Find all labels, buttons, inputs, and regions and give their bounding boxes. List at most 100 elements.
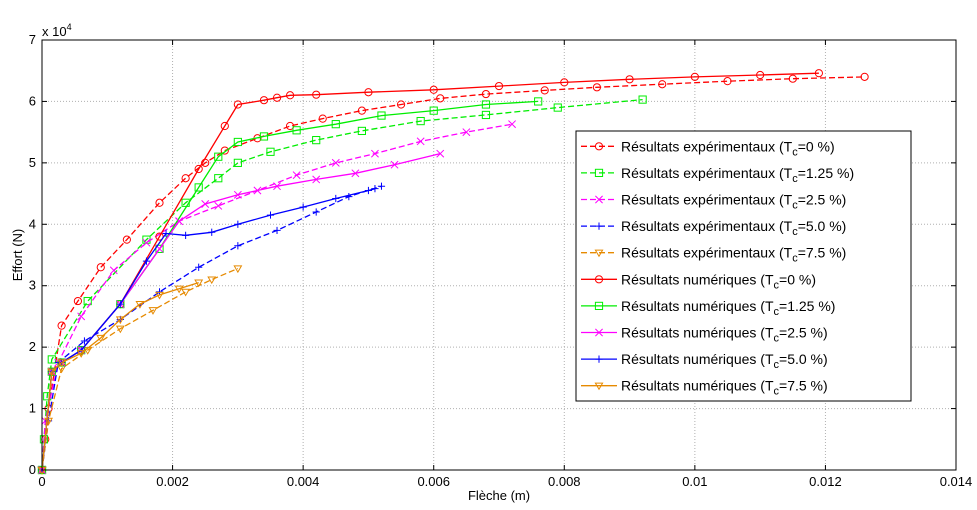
series-layer — [37, 69, 869, 475]
legend-label: Résultats expérimentaux (Tc=1.25 %) — [621, 165, 854, 185]
data-point — [76, 350, 86, 358]
data-point — [377, 182, 386, 190]
x-tick-label: 0.014 — [940, 474, 973, 489]
data-point — [57, 359, 67, 368]
data-point — [390, 160, 399, 169]
legend-item: Résultats numériques (Tc=7.5 %) — [581, 378, 828, 398]
data-point — [233, 137, 242, 147]
data-point — [259, 96, 269, 105]
legend: Résultats expérimentaux (Tc=0 %) Résultat… — [575, 130, 912, 402]
data-point — [266, 211, 275, 219]
plot-frame — [41, 39, 957, 471]
data-point — [214, 152, 223, 161]
y-tick-label: 1 — [29, 401, 36, 416]
data-point — [364, 88, 373, 97]
data-point — [57, 321, 66, 330]
data-point — [292, 126, 301, 135]
chart-grid — [42, 40, 956, 470]
data-point — [162, 229, 170, 238]
data-point — [201, 200, 210, 208]
data-point — [234, 220, 242, 228]
data-point — [194, 183, 203, 192]
data-point — [148, 307, 158, 315]
x-tick-label: 0.006 — [417, 474, 450, 489]
data-point — [594, 382, 604, 391]
data-point — [122, 235, 131, 244]
data-point — [272, 93, 282, 102]
legend-item: Résultats numériques (Tc=1.25 %) — [581, 298, 835, 318]
data-point — [625, 75, 634, 84]
data-point — [351, 169, 360, 178]
data-point — [312, 208, 320, 216]
data-point — [756, 70, 765, 80]
y-tick-label: 7 — [29, 32, 36, 47]
data-point — [285, 121, 295, 131]
data-point — [214, 174, 223, 183]
data-point — [723, 77, 732, 86]
data-point — [788, 74, 797, 83]
x-tick-label: 0.012 — [809, 474, 842, 489]
data-point — [481, 89, 491, 99]
data-point — [592, 83, 602, 92]
data-point — [690, 72, 699, 81]
series-line — [41, 281, 199, 471]
data-point — [416, 137, 425, 146]
data-point — [481, 110, 491, 120]
axis-ticks: 0 0.002 0.004 0.006 0.008 0.01 0.012 0.014 0 1 2 3 4… — [29, 32, 973, 489]
x-axis-label: Flèche (m) — [468, 488, 530, 503]
data-point — [481, 100, 491, 109]
series-line — [41, 123, 513, 471]
data-point — [77, 312, 86, 321]
data-point — [115, 316, 125, 325]
data-point — [115, 325, 125, 334]
series-line — [41, 185, 382, 471]
data-point — [331, 158, 340, 167]
y-tick-label: 0 — [29, 462, 36, 477]
data-point — [83, 296, 92, 306]
data-point — [345, 193, 353, 201]
data-point — [175, 217, 184, 226]
data-point — [357, 126, 366, 136]
data-point — [594, 142, 604, 151]
y-tick-label: 2 — [29, 339, 36, 354]
data-point — [233, 100, 242, 109]
data-point — [80, 337, 89, 345]
legend-label: Résultats numériques (Tc=5.0 %) — [621, 351, 828, 371]
data-point — [233, 265, 243, 274]
x-tick-label: 0.002 — [156, 474, 189, 489]
data-point — [594, 301, 604, 310]
data-point — [508, 120, 517, 129]
data-point — [266, 147, 275, 156]
series-line — [41, 98, 643, 471]
data-point — [462, 128, 471, 137]
data-point — [208, 228, 216, 236]
data-point — [273, 182, 281, 191]
data-point — [534, 97, 543, 106]
legend-label: Résultats expérimentaux (Tc=7.5 %) — [621, 245, 846, 265]
series-line — [41, 76, 865, 471]
data-point — [318, 114, 327, 123]
data-point — [135, 301, 145, 309]
data-point — [638, 95, 647, 104]
data-point — [73, 296, 83, 306]
data-point — [214, 201, 223, 210]
series-9 — [37, 279, 204, 475]
data-point — [109, 266, 118, 275]
legend-item: Résultats expérimentaux (Tc=5.0 %) — [581, 218, 846, 238]
data-point — [233, 190, 242, 199]
data-point — [273, 226, 281, 235]
data-point — [207, 276, 217, 285]
data-point — [181, 288, 191, 297]
data-point — [371, 185, 379, 193]
legend-item: Résultats numériques (Tc=5.0 %) — [581, 351, 828, 371]
data-point — [595, 222, 603, 230]
data-point — [155, 291, 164, 300]
data-point — [371, 149, 379, 158]
legend-label: Résultats numériques (Tc=1.25 %) — [621, 298, 835, 318]
legend-label: Résultats numériques (Tc=0 %) — [621, 271, 816, 291]
legend-box — [575, 130, 912, 402]
y-tick-label: 6 — [29, 93, 36, 108]
data-point — [364, 186, 373, 195]
data-point — [553, 103, 562, 112]
